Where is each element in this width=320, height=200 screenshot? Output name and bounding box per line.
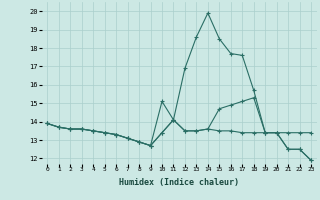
X-axis label: Humidex (Indice chaleur): Humidex (Indice chaleur) (119, 178, 239, 187)
